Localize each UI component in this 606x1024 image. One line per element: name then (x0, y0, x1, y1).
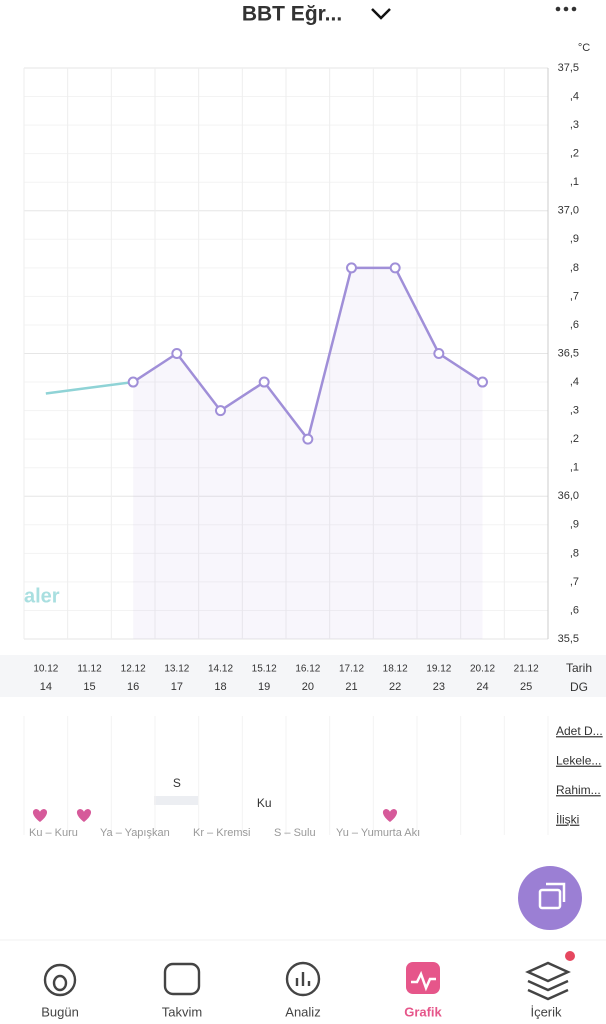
legend-text: S – Sulu (274, 827, 316, 839)
date-label: 12.12 (121, 664, 146, 675)
cycle-day-label: 21 (345, 681, 357, 693)
date-label: 16.12 (295, 664, 320, 675)
date-label: 14.12 (208, 664, 233, 675)
cycle-day-label: 25 (520, 681, 532, 693)
heart (32, 809, 48, 822)
title[interactable]: BBT Eğr... (242, 3, 342, 26)
nav-label[interactable]: Takvim (162, 1004, 202, 1019)
area (133, 267, 483, 639)
heart (382, 809, 398, 822)
cycle-day-label: 18 (214, 681, 226, 693)
unit: °C (578, 42, 590, 54)
y-tick-label: 37,0 (558, 205, 579, 217)
fab[interactable] (518, 866, 582, 930)
point (389, 262, 401, 274)
row-label: Tarih (566, 661, 592, 675)
cycle-day-label: 19 (258, 681, 270, 693)
cycle-day-label: 15 (83, 681, 95, 693)
y-tick-label: ,7 (570, 290, 579, 302)
cycle-day-label: 17 (171, 681, 183, 693)
nav-label[interactable]: Analiz (285, 1004, 320, 1019)
date-label: 10.12 (33, 664, 58, 675)
date-label: 21.12 (514, 664, 539, 675)
y-tick-label: ,4 (570, 376, 579, 388)
cycle-day-label: 22 (389, 681, 401, 693)
date-label: 15.12 (252, 664, 277, 675)
more-menu[interactable] (555, 6, 577, 12)
point (302, 433, 314, 445)
observation: S (173, 776, 181, 790)
y-tick-label: ,1 (570, 462, 579, 474)
cycle-day-label: 24 (476, 681, 488, 693)
y-tick-label: ,3 (570, 119, 579, 131)
date-label: 19.12 (426, 664, 451, 675)
y-tick-label: 36,0 (558, 490, 579, 502)
chevron[interactable] (371, 8, 391, 20)
observation: Ku (257, 796, 272, 810)
point (346, 262, 357, 274)
legend-text: Ya – Yapışkan (100, 827, 170, 839)
point (477, 376, 488, 388)
fab-icon (538, 882, 566, 910)
legend-text: Yu – Yumurta Akı (336, 827, 420, 839)
legend-text: Ku – Kuru (29, 827, 78, 839)
y-tick-label: ,2 (570, 148, 579, 160)
y-tick-label: ,9 (570, 519, 579, 531)
series-line (45, 380, 134, 395)
point (127, 376, 139, 388)
cycle-day-label: 14 (40, 681, 52, 693)
cycle-day-label: 16 (127, 681, 139, 693)
badge (565, 951, 575, 961)
y-tick-label: ,3 (570, 405, 579, 417)
cycle-day-label: 23 (433, 681, 445, 693)
y-tick-label: ,8 (570, 262, 579, 274)
record-link[interactable]: Lekele... (556, 754, 601, 768)
heart (76, 809, 92, 822)
record-link[interactable]: Rahim... (556, 783, 601, 797)
nav-label[interactable]: İçerik (530, 1004, 562, 1019)
y-tick-label: ,9 (570, 233, 579, 245)
y-tick-label: 36,5 (558, 347, 579, 359)
legend-text: Kr – Kremsi (193, 827, 250, 839)
y-tick-label: ,1 (570, 176, 579, 188)
y-tick-label: 37,5 (558, 62, 579, 74)
y-tick-label: 35,5 (558, 633, 579, 645)
y-tick-label: ,2 (570, 433, 579, 445)
row-label: DG (570, 680, 588, 694)
y-tick-label: ,8 (570, 547, 579, 559)
y-tick-label: ,7 (570, 576, 579, 588)
point (215, 405, 226, 417)
nav-active-glyph (411, 970, 436, 992)
nav-label[interactable]: Grafik (404, 1004, 442, 1019)
y-tick-label: ,6 (570, 604, 579, 616)
obs-bar (154, 796, 198, 805)
date-label: 17.12 (339, 664, 364, 675)
point (258, 376, 270, 388)
y-tick-label: ,4 (570, 90, 579, 102)
annotation: aler (24, 585, 60, 607)
date-label: 13.12 (164, 664, 189, 675)
date-label: 18.12 (383, 664, 408, 675)
point (433, 348, 445, 359)
record-link[interactable]: Adet D... (556, 724, 603, 738)
y-tick-label: ,6 (570, 319, 579, 331)
point (171, 348, 183, 359)
nav-icons (43, 961, 571, 1001)
nav-label[interactable]: Bugün (41, 1004, 79, 1019)
date-label: 20.12 (470, 664, 495, 675)
date-label: 11.12 (77, 664, 102, 675)
date-band (0, 655, 606, 697)
cycle-day-label: 20 (302, 681, 314, 693)
record-link[interactable]: İlişki (556, 813, 579, 827)
hearts (32, 809, 398, 822)
